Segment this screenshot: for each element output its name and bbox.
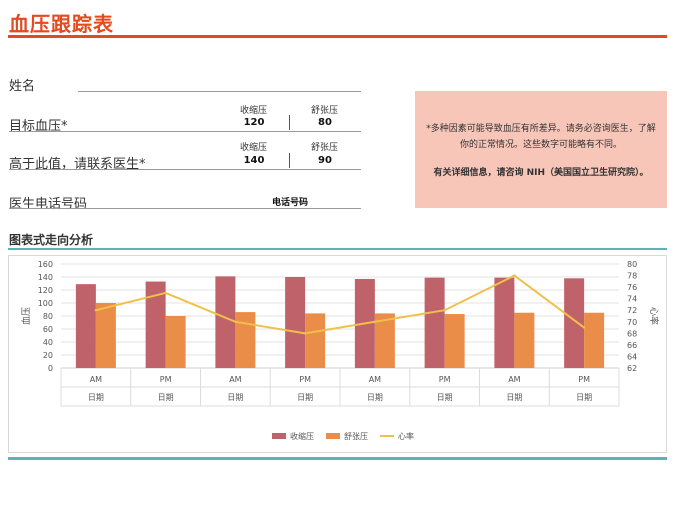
x-group-label: 日期 — [576, 393, 592, 402]
name-field[interactable] — [78, 91, 361, 92]
bp-trend-chart: 0 20 40 60 80 100 120 140 160 62 64 66 68 70 72 74 76 78 8… — [20, 260, 660, 441]
heart-rate-point — [373, 320, 377, 323]
target-diastolic-value[interactable]: 80 — [318, 117, 332, 128]
y2-tick-label: 76 — [627, 283, 637, 292]
x-group-label: 日期 — [506, 393, 522, 402]
page-title: 血压跟踪表 — [9, 12, 114, 36]
systolic-bar — [494, 277, 515, 368]
note-line-2: 你的正常情况。这些数字可能略有不同。 — [459, 140, 622, 150]
heart-rate-point — [303, 332, 307, 335]
contact-row-underline — [9, 169, 361, 170]
contact-systolic-value[interactable]: 140 — [243, 155, 265, 166]
contact-separator — [289, 153, 290, 168]
y-tick-label: 160 — [38, 260, 53, 269]
y-tick-label: 140 — [38, 273, 53, 282]
heart-rate-point — [443, 309, 446, 312]
target-systolic-header: 收缩压 — [240, 106, 268, 116]
legend-label: 收缩压 — [290, 431, 314, 441]
x-group-label: 日期 — [227, 393, 243, 402]
phone-value[interactable]: 电话号码 — [271, 198, 308, 208]
contact-bp-label: 高于此值，请联系医生* — [9, 157, 146, 172]
y2-tick-label: 74 — [627, 295, 637, 304]
y2-tick-label: 64 — [627, 352, 637, 361]
x-category-label: AM — [229, 375, 241, 384]
y-tick-label: 20 — [43, 351, 53, 360]
disclaimer-note: *多种因素可能导致血压有所差异。请务必咨询医生，了解 你的正常情况。这些数字可能… — [415, 91, 667, 208]
systolic-bar — [145, 281, 166, 368]
y-tick-label: 80 — [43, 312, 53, 321]
name-label: 姓名 — [9, 79, 36, 94]
diastolic-bar — [95, 303, 116, 368]
y2-tick-label: 72 — [627, 306, 637, 315]
systolic-bar — [424, 277, 445, 368]
y-tick-label: 40 — [43, 338, 53, 347]
x-category-label: PM — [439, 375, 451, 384]
x-category-label: PM — [578, 375, 590, 384]
legend-label: 舒张压 — [344, 431, 368, 441]
y2-tick-label: 78 — [627, 272, 637, 281]
systolic-bar — [75, 284, 96, 368]
x-category-label: AM — [369, 375, 381, 384]
diastolic-bar — [235, 312, 256, 368]
legend-swatch — [326, 433, 340, 439]
heart-rate-line — [95, 274, 585, 335]
x-group-label: 日期 — [88, 393, 104, 402]
y2-tick-label: 62 — [627, 364, 637, 373]
title-divider — [8, 35, 667, 38]
contact-systolic-header: 收缩压 — [240, 143, 268, 153]
x-group-label: 日期 — [297, 393, 313, 402]
diastolic-bar — [584, 312, 605, 368]
target-diastolic-header: 舒张压 — [311, 106, 339, 116]
y2-tick-label: 80 — [627, 260, 637, 269]
legend-label: 心率 — [398, 431, 414, 441]
y-tick-label: 60 — [43, 325, 53, 334]
y2-tick-label: 68 — [627, 329, 637, 338]
chart-section-title: 图表式走向分析 — [9, 233, 94, 247]
heart-rate-point — [513, 274, 516, 277]
target-systolic-value[interactable]: 120 — [243, 117, 265, 128]
phone-row-underline — [9, 208, 361, 209]
diastolic-bar — [514, 312, 535, 368]
diastolic-bar — [444, 314, 465, 368]
note-line-3: 有关详细信息，请咨询 NIH（美国国立卫生研究院）。 — [433, 168, 649, 178]
x-group-label: 日期 — [437, 393, 453, 402]
y2-tick-label: 70 — [627, 318, 637, 327]
diastolic-bar — [374, 313, 395, 368]
diastolic-bar — [305, 313, 326, 368]
heart-rate-point — [94, 309, 98, 312]
phone-label: 医生电话号码 — [9, 197, 88, 212]
x-category-label: PM — [160, 375, 172, 384]
target-bp-label: 目标血压* — [9, 119, 68, 134]
y-tick-label: 120 — [38, 286, 53, 295]
contact-diastolic-header: 舒张压 — [311, 143, 339, 153]
heart-rate-point — [234, 320, 237, 323]
y2-tick-label: 66 — [627, 341, 637, 350]
systolic-bar — [564, 278, 585, 368]
x-category-label: PM — [299, 375, 311, 384]
systolic-bar — [215, 276, 236, 368]
y-tick-label: 100 — [38, 299, 53, 308]
systolic-bar — [285, 277, 306, 368]
bottom-divider — [8, 457, 667, 460]
note-line-1: *多种因素可能导致血压有所差异。请务必咨询医生，了解 — [426, 124, 656, 134]
y-tick-label: 0 — [48, 364, 53, 373]
diastolic-bar — [165, 316, 186, 368]
x-group-label: 日期 — [158, 393, 174, 402]
x-group-label: 日期 — [367, 393, 383, 402]
target-row-underline — [9, 131, 361, 132]
legend-swatch — [272, 433, 286, 439]
y-axis-title: 血压 — [20, 307, 32, 325]
y2-axis-title: 心率 — [648, 307, 660, 325]
x-category-label: AM — [508, 375, 520, 384]
chart-area: 0 20 40 60 80 100 120 140 160 62 64 66 68 70 72 74 76 78 8… — [8, 255, 667, 453]
target-separator — [289, 115, 290, 130]
heart-rate-point — [164, 291, 167, 295]
x-category-label: AM — [90, 375, 102, 384]
section-divider — [8, 248, 667, 250]
contact-diastolic-value[interactable]: 90 — [318, 155, 332, 166]
heart-rate-point — [582, 326, 586, 329]
